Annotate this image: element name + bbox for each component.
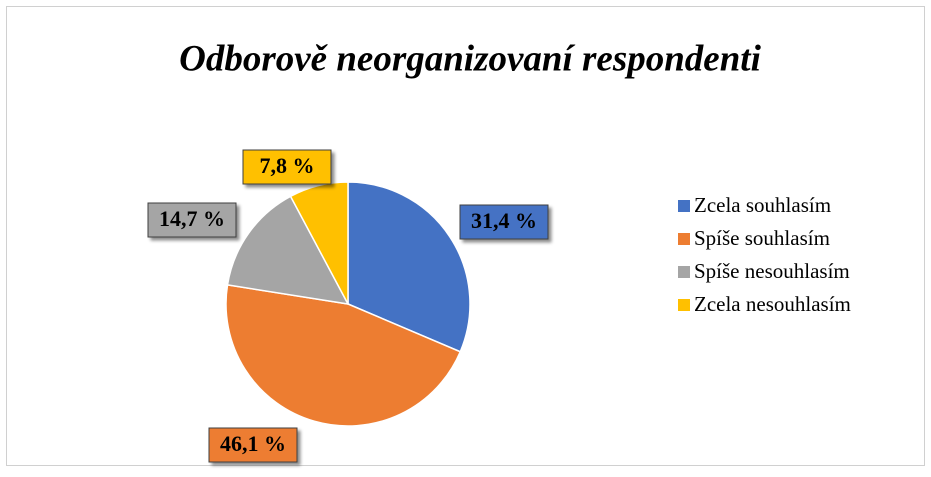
data-label: 7,8 %	[260, 153, 315, 178]
pie-slice	[226, 195, 350, 305]
legend-label: Spíše souhlasím	[694, 226, 830, 250]
data-label: 14,7 %	[159, 206, 225, 231]
legend-label: Zcela nesouhlasím	[694, 292, 851, 316]
legend-swatch	[678, 266, 690, 278]
data-label-box	[459, 204, 549, 240]
pie-slice	[225, 284, 462, 427]
data-label: 31,4 %	[471, 208, 537, 233]
pie-slice	[347, 181, 471, 353]
data-label-box	[242, 149, 332, 185]
legend-swatch	[678, 233, 690, 245]
data-label: 46,1 %	[220, 431, 286, 456]
legend-swatch	[678, 200, 690, 212]
data-label-box	[208, 427, 298, 463]
pie-slice	[289, 181, 349, 305]
data-label-box	[147, 202, 237, 238]
legend-label: Zcela souhlasím	[694, 193, 831, 217]
legend-label: Spíše nesouhlasím	[694, 259, 850, 283]
legend-swatch	[678, 299, 690, 311]
chart-title: Odborově neorganizovaní respondenti	[179, 38, 761, 79]
